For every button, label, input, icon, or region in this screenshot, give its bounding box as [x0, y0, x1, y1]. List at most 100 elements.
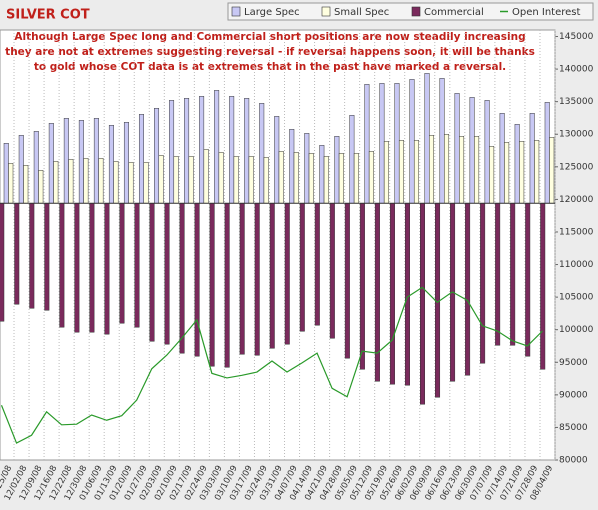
legend-label: Large Spec: [244, 7, 300, 18]
bar: [314, 203, 320, 326]
bar: [484, 100, 490, 204]
bar: [489, 146, 495, 204]
line: [0, 286, 543, 444]
bar: [78, 120, 84, 204]
bar: [214, 90, 220, 204]
bar: [338, 153, 344, 204]
bar: [74, 203, 80, 333]
bar: [14, 203, 20, 305]
bar: [383, 141, 389, 204]
bar: [304, 133, 310, 204]
y2-tick-label: 100000: [559, 325, 594, 335]
bar: [514, 124, 520, 204]
bar: [44, 203, 50, 311]
bar: [59, 203, 65, 328]
bar: [93, 118, 99, 204]
bar: [544, 102, 550, 204]
bar: [510, 203, 516, 346]
bar: [259, 103, 265, 204]
bar: [413, 140, 419, 204]
y2-tick-label: 85000: [559, 423, 588, 433]
bar: [364, 84, 370, 204]
bar: [398, 140, 404, 204]
y2-tick-label: 145000: [559, 32, 594, 42]
bar: [63, 118, 69, 204]
y2-tick-label: 80000: [559, 456, 588, 466]
bar: [368, 151, 374, 204]
bar: [173, 156, 179, 204]
bar: [444, 134, 450, 204]
bar: [164, 203, 170, 345]
bar: [469, 97, 475, 204]
bar: [38, 170, 44, 204]
bar: [83, 158, 89, 204]
bar: [0, 203, 5, 322]
bar: [429, 135, 435, 204]
y2-tick-label: 120000: [559, 195, 594, 205]
bar: [113, 161, 119, 204]
bar: [289, 129, 295, 204]
bar: [480, 203, 486, 364]
bar: [98, 158, 104, 204]
bar: [18, 135, 24, 204]
y2-tick-label: 110000: [559, 260, 594, 270]
bar: [519, 141, 525, 204]
bar: [465, 203, 471, 376]
bar: [499, 113, 505, 204]
annotation: to gold whose COT data is at extremes th…: [34, 61, 506, 73]
y2-tick-label: 135000: [559, 97, 594, 107]
bar: [525, 203, 531, 357]
bar: [244, 98, 250, 204]
annotation: Although Large Spec long and Commercial …: [14, 31, 525, 43]
legend-label: Open Interest: [512, 7, 581, 18]
bar: [319, 145, 325, 204]
legend-label: Commercial: [424, 7, 484, 18]
bar: [233, 156, 239, 204]
y2-tick-label: 130000: [559, 130, 594, 140]
bar: [184, 98, 190, 204]
bar: [254, 203, 260, 356]
bar: [394, 83, 400, 204]
bar: [194, 203, 200, 357]
bar: [134, 203, 140, 328]
bar: [474, 136, 480, 204]
bar: [549, 137, 555, 204]
bar: [278, 151, 284, 204]
bar: [218, 152, 224, 204]
bar: [344, 203, 350, 359]
bar: [459, 136, 465, 204]
bar: [323, 156, 329, 204]
legend-label: Small Spec: [334, 7, 389, 18]
bar: [123, 122, 129, 204]
bar: [149, 203, 155, 342]
bar: [404, 203, 410, 386]
bar: [203, 149, 209, 204]
bar: [68, 159, 74, 204]
bar: [224, 203, 230, 368]
y2-tick-label: 125000: [559, 162, 594, 172]
bar: [48, 123, 54, 204]
bar: [209, 203, 215, 367]
bar: [299, 203, 305, 332]
bar: [89, 203, 95, 333]
bar: [379, 83, 385, 204]
bar: [248, 156, 254, 204]
bar: [349, 115, 355, 204]
legend-swatch: [321, 6, 331, 17]
bar: [3, 143, 9, 204]
bar: [269, 203, 275, 349]
bar: [188, 156, 194, 204]
bar: [529, 113, 535, 204]
bar: [374, 203, 380, 382]
bar: [53, 161, 59, 204]
bar: [293, 152, 299, 204]
y2-tick-label: 90000: [559, 390, 588, 400]
bar: [158, 155, 164, 204]
bar: [138, 114, 144, 204]
bar: [534, 140, 540, 204]
bar: [284, 203, 290, 345]
bar: [108, 125, 114, 204]
bar: [389, 203, 395, 385]
bar: [179, 203, 185, 354]
bar: [33, 131, 39, 204]
